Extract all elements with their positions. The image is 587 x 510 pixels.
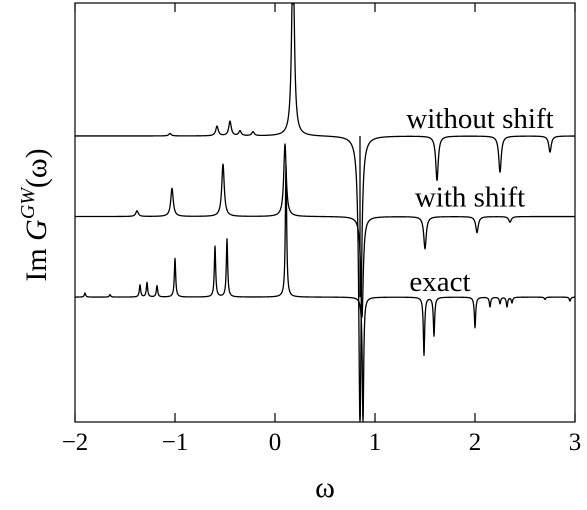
x-tick-label: 2	[469, 429, 482, 456]
series-line-with-shift	[74, 143, 576, 318]
x-tick-label: 1	[369, 429, 382, 456]
series-curves	[74, 3, 576, 422]
y-axis-label-superscript: GW	[17, 186, 39, 219]
series-label-with-shift: with shift	[415, 182, 525, 214]
y-axis-label-suffix: (ω)	[20, 148, 53, 188]
series-line-without-shift	[74, 3, 576, 422]
plot-frame	[74, 2, 576, 423]
y-axis-label-prefix: Im	[20, 241, 53, 282]
x-tick-label: 0	[269, 429, 282, 456]
x-axis-label: ω	[315, 471, 335, 504]
series-labels: without shift with shift exact	[406, 103, 553, 298]
series-label-without-shift: without shift	[406, 103, 553, 135]
x-tick-label: 3	[569, 429, 582, 456]
x-axis-ticks: −2 −1 0 1 2 3	[62, 3, 582, 456]
series-label-exact: exact	[409, 266, 470, 298]
y-axis-label-symbol: G	[20, 219, 53, 241]
y-axis-label: Im GGW(ω)	[17, 148, 53, 281]
x-tick-label: −2	[62, 429, 89, 456]
series-line-exact	[74, 165, 576, 422]
x-tick-label: −1	[162, 429, 189, 456]
